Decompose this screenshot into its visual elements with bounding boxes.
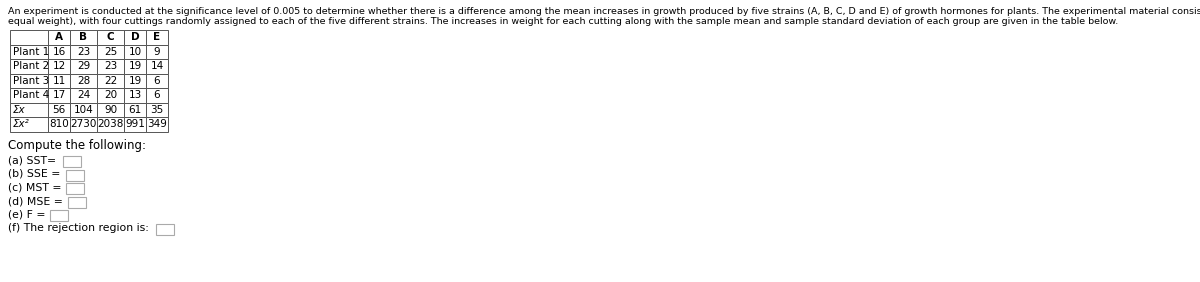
Text: 25: 25 bbox=[104, 47, 118, 57]
Text: Plant 4: Plant 4 bbox=[13, 90, 49, 100]
Text: 22: 22 bbox=[104, 76, 118, 86]
Bar bbox=[124, 102, 146, 117]
Text: equal weight), with four cuttings randomly assigned to each of the five differen: equal weight), with four cuttings random… bbox=[8, 17, 1118, 26]
Text: E: E bbox=[154, 32, 161, 42]
Text: (c) MST =: (c) MST = bbox=[8, 182, 61, 193]
Text: 9: 9 bbox=[154, 47, 161, 57]
Bar bbox=[146, 45, 168, 59]
Bar bbox=[124, 45, 146, 59]
Bar bbox=[10, 102, 48, 117]
Bar bbox=[97, 30, 124, 45]
Text: 90: 90 bbox=[104, 105, 118, 115]
Text: 23: 23 bbox=[77, 47, 90, 57]
Text: 24: 24 bbox=[77, 90, 90, 100]
Text: (e) F =: (e) F = bbox=[8, 210, 46, 219]
Text: Σx²: Σx² bbox=[13, 119, 30, 129]
Text: 14: 14 bbox=[150, 61, 163, 71]
Text: 810: 810 bbox=[49, 119, 68, 129]
Bar bbox=[48, 102, 70, 117]
Text: (b) SSE =: (b) SSE = bbox=[8, 169, 60, 179]
Bar bbox=[48, 117, 70, 131]
Bar bbox=[146, 74, 168, 88]
Text: (f) The rejection region is:: (f) The rejection region is: bbox=[8, 223, 149, 233]
Bar bbox=[146, 88, 168, 102]
Bar bbox=[50, 210, 68, 221]
Text: Σx: Σx bbox=[13, 105, 25, 115]
Text: (d) MSE =: (d) MSE = bbox=[8, 196, 62, 206]
Text: 61: 61 bbox=[128, 105, 142, 115]
Bar bbox=[124, 74, 146, 88]
Text: 10: 10 bbox=[128, 47, 142, 57]
Bar bbox=[66, 183, 84, 194]
Bar bbox=[10, 74, 48, 88]
Text: Plant 2: Plant 2 bbox=[13, 61, 49, 71]
Bar bbox=[10, 45, 48, 59]
Text: Plant 1: Plant 1 bbox=[13, 47, 49, 57]
Bar bbox=[146, 30, 168, 45]
Bar bbox=[10, 88, 48, 102]
Bar bbox=[124, 88, 146, 102]
Bar bbox=[124, 117, 146, 131]
Text: 6: 6 bbox=[154, 76, 161, 86]
Text: 6: 6 bbox=[154, 90, 161, 100]
Bar bbox=[68, 197, 86, 208]
Text: 12: 12 bbox=[53, 61, 66, 71]
Bar bbox=[66, 169, 84, 180]
Text: 19: 19 bbox=[128, 61, 142, 71]
Bar bbox=[97, 45, 124, 59]
Text: 11: 11 bbox=[53, 76, 66, 86]
Bar bbox=[146, 102, 168, 117]
Bar bbox=[64, 156, 82, 167]
Text: 20: 20 bbox=[104, 90, 118, 100]
Bar bbox=[48, 59, 70, 74]
Bar bbox=[70, 102, 97, 117]
Bar bbox=[124, 59, 146, 74]
Text: 991: 991 bbox=[125, 119, 145, 129]
Bar bbox=[70, 74, 97, 88]
Bar bbox=[97, 59, 124, 74]
Bar bbox=[97, 102, 124, 117]
Text: Compute the following:: Compute the following: bbox=[8, 140, 146, 153]
Text: 29: 29 bbox=[77, 61, 90, 71]
Text: 16: 16 bbox=[53, 47, 66, 57]
Text: 17: 17 bbox=[53, 90, 66, 100]
Bar bbox=[70, 30, 97, 45]
Bar bbox=[97, 88, 124, 102]
Text: An experiment is conducted at the significance level of 0.005 to determine wheth: An experiment is conducted at the signif… bbox=[8, 7, 1200, 16]
Text: 349: 349 bbox=[148, 119, 167, 129]
Bar bbox=[97, 74, 124, 88]
Text: 23: 23 bbox=[104, 61, 118, 71]
Text: B: B bbox=[79, 32, 88, 42]
Text: 35: 35 bbox=[150, 105, 163, 115]
Bar bbox=[10, 59, 48, 74]
Bar bbox=[70, 117, 97, 131]
Bar bbox=[48, 88, 70, 102]
Text: 19: 19 bbox=[128, 76, 142, 86]
Bar bbox=[146, 59, 168, 74]
Bar bbox=[97, 117, 124, 131]
Text: 104: 104 bbox=[73, 105, 94, 115]
Text: 13: 13 bbox=[128, 90, 142, 100]
Bar bbox=[70, 45, 97, 59]
Text: (a) SST=: (a) SST= bbox=[8, 155, 56, 166]
Bar bbox=[48, 74, 70, 88]
Bar bbox=[48, 30, 70, 45]
Text: Plant 3: Plant 3 bbox=[13, 76, 49, 86]
Bar bbox=[146, 117, 168, 131]
Text: 56: 56 bbox=[53, 105, 66, 115]
Bar bbox=[70, 88, 97, 102]
Bar bbox=[156, 224, 174, 235]
Text: 2730: 2730 bbox=[71, 119, 97, 129]
Bar bbox=[70, 59, 97, 74]
Bar bbox=[48, 45, 70, 59]
Bar bbox=[10, 30, 48, 45]
Text: A: A bbox=[55, 32, 64, 42]
Bar bbox=[124, 30, 146, 45]
Text: D: D bbox=[131, 32, 139, 42]
Text: C: C bbox=[107, 32, 114, 42]
Bar bbox=[10, 117, 48, 131]
Text: 28: 28 bbox=[77, 76, 90, 86]
Text: 2038: 2038 bbox=[97, 119, 124, 129]
